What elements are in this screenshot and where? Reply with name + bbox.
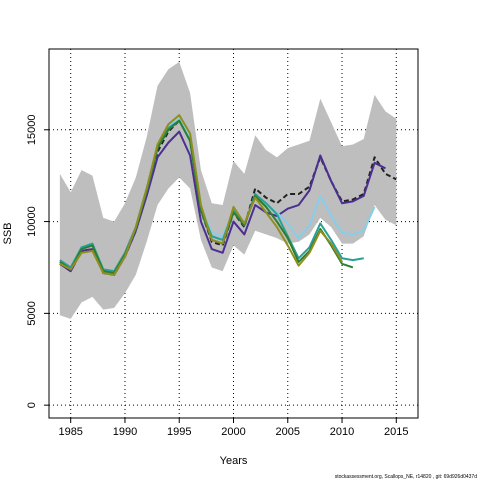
x-tick-label: 2010 bbox=[330, 426, 354, 438]
y-axis-title: SSB bbox=[2, 222, 14, 244]
confidence-band-layer bbox=[59, 61, 397, 319]
x-tick-label: 1995 bbox=[167, 426, 191, 438]
y-tick-label: 10000 bbox=[26, 206, 38, 237]
x-tick-label: 2015 bbox=[384, 426, 408, 438]
confidence-band bbox=[59, 61, 397, 319]
footnote: stockassessment.org, Scallops_NE, r14820… bbox=[335, 474, 478, 480]
y-tick-label: 5000 bbox=[26, 301, 38, 325]
series-line-6 bbox=[59, 114, 343, 276]
y-axis: 0 5000 10000 15000 bbox=[26, 114, 50, 408]
series-layer bbox=[59, 114, 397, 276]
series-line-4 bbox=[59, 119, 364, 273]
x-tick-label: 1985 bbox=[58, 426, 82, 438]
x-tick-label: 2005 bbox=[276, 426, 300, 438]
y-tick-label: 0 bbox=[26, 402, 38, 408]
x-tick-label: 1990 bbox=[113, 426, 137, 438]
x-tick-label: 2000 bbox=[221, 426, 245, 438]
y-tick-label: 15000 bbox=[26, 114, 38, 145]
x-axis-title: Years bbox=[220, 455, 248, 467]
x-axis: 1985 1990 1995 2000 2005 2010 2015 bbox=[58, 417, 409, 438]
